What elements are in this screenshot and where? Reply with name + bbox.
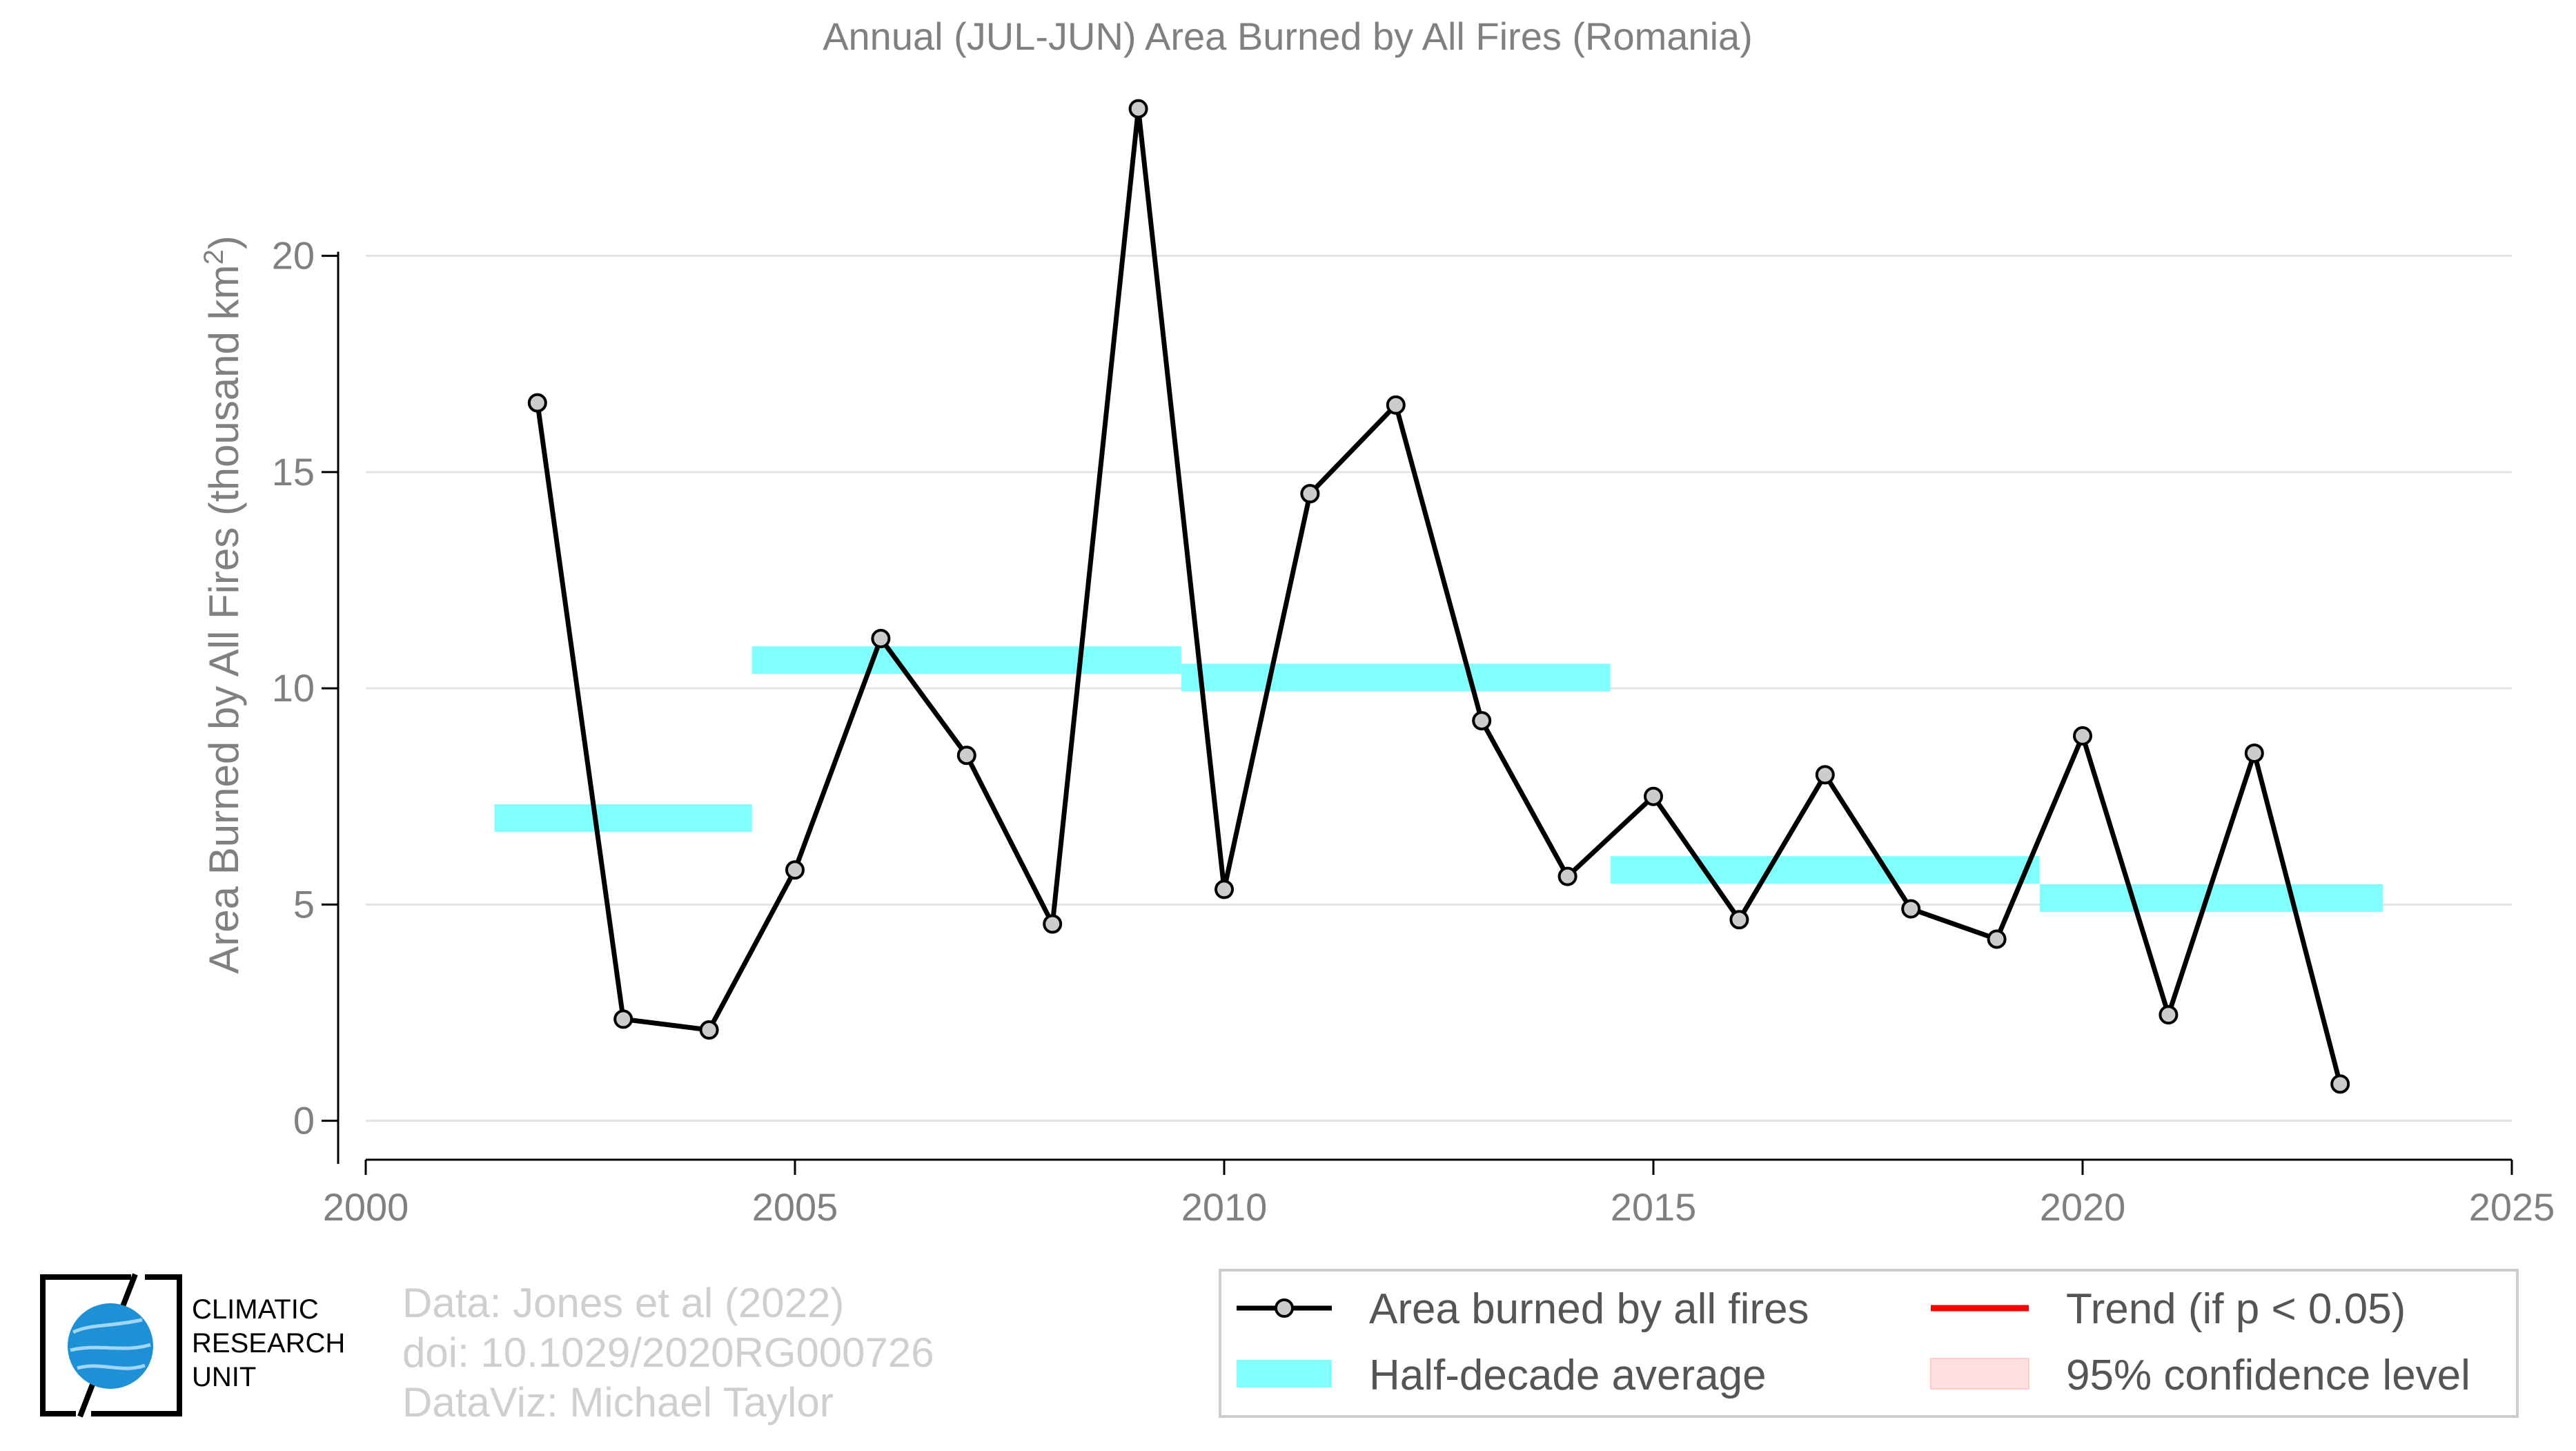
data-point xyxy=(699,1020,719,1040)
x-tick-label: 2010 xyxy=(1181,1185,1268,1229)
data-point xyxy=(2244,743,2264,763)
data-point xyxy=(1729,910,1749,930)
y-axis-label: Area Burned by All Fires (thousand km2) xyxy=(199,235,247,973)
data-point xyxy=(871,629,891,649)
data-point xyxy=(1386,395,1406,415)
x-tick-label: 2020 xyxy=(2040,1185,2126,1229)
logo-text-unit: UNIT xyxy=(192,1362,256,1392)
data-point xyxy=(1987,929,2007,949)
y-tick-label: 5 xyxy=(293,882,315,926)
y-axis: 0 5 10 15 20 xyxy=(272,234,340,1164)
legend-label-area-burned: Area burned by all fires xyxy=(1369,1285,1809,1333)
data-point xyxy=(2159,1005,2179,1025)
half-decade-bar xyxy=(1610,856,2040,884)
data-point xyxy=(1557,866,1577,886)
legend-label-trend: Trend (if p < 0.05) xyxy=(2066,1285,2406,1333)
cru-logo: CLIMATIC RESEARCH UNIT xyxy=(40,1273,345,1418)
y-axis-label-end: ) xyxy=(201,235,247,249)
chart-title: Annual (JUL-JUN) Area Burned by All Fire… xyxy=(823,14,1753,58)
data-point xyxy=(785,860,805,880)
x-tick-label: 2000 xyxy=(323,1185,409,1229)
data-point xyxy=(2330,1074,2350,1094)
data-point xyxy=(1901,899,1921,919)
y-tick-label: 10 xyxy=(272,666,315,710)
data-point xyxy=(1644,786,1663,806)
x-axis: 2000 2005 2010 2015 2020 2025 xyxy=(323,1158,2555,1229)
data-point xyxy=(1300,484,1320,504)
logo-bracket-right xyxy=(91,1274,182,1416)
series-area-burned xyxy=(527,99,2350,1094)
x-tick-label: 2025 xyxy=(2469,1185,2555,1229)
legend-frame xyxy=(1219,1269,2519,1418)
data-point xyxy=(1128,99,1148,119)
half-decade-bar xyxy=(751,646,1181,674)
legend-half-decade-swatch xyxy=(1237,1360,1332,1387)
series-line xyxy=(535,106,2343,1085)
logo-text-climatic: CLIMATIC xyxy=(192,1294,319,1325)
data-point xyxy=(527,393,547,413)
data-point xyxy=(956,746,976,766)
credit-dataviz: DataViz: Michael Taylor xyxy=(402,1379,834,1425)
y-axis-label-superscript: 2 xyxy=(199,249,229,264)
legend-label-confidence: 95% confidence level xyxy=(2066,1352,2470,1399)
y-tick-label: 20 xyxy=(272,234,315,277)
legend-label-half-decade: Half-decade average xyxy=(1369,1352,1767,1399)
half-decade-average-bars xyxy=(494,646,2383,912)
legend-marker-swatch xyxy=(1275,1298,1294,1318)
data-point xyxy=(1043,914,1063,934)
logo-bracket-left xyxy=(40,1274,131,1416)
x-tick-label: 2015 xyxy=(1611,1185,1697,1229)
data-point xyxy=(1215,879,1234,899)
data-point xyxy=(613,1009,633,1029)
data-point xyxy=(2073,726,2092,746)
logo-text-research: RESEARCH xyxy=(192,1328,345,1359)
legend-confidence-swatch xyxy=(1930,1358,2029,1390)
legend: Area burned by all fires Trend (if p < 0… xyxy=(1219,1269,2519,1418)
credit-data: Data: Jones et al (2022) xyxy=(402,1280,844,1326)
x-tick-label: 2005 xyxy=(752,1185,838,1229)
half-decade-bar xyxy=(1181,663,1611,692)
data-point xyxy=(1472,711,1492,731)
y-tick-label: 15 xyxy=(272,450,315,494)
globe-swirl xyxy=(70,1318,151,1370)
credit-doi: doi: 10.1029/2020RG000726 xyxy=(402,1330,934,1376)
half-decade-bar xyxy=(494,804,752,832)
data-point xyxy=(1815,765,1835,785)
y-tick-label: 0 xyxy=(293,1099,315,1142)
